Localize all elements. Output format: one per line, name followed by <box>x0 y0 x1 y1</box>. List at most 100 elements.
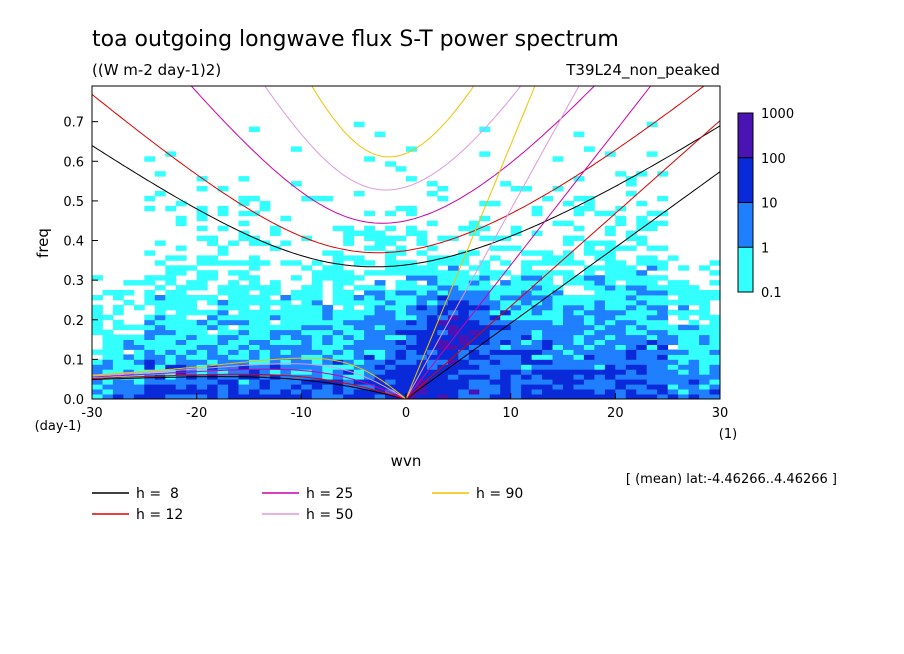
heatmap-cell <box>678 265 689 271</box>
heatmap-cell <box>594 339 606 345</box>
heatmap-cell <box>563 295 574 301</box>
heatmap-cell <box>374 364 386 370</box>
heatmap-cell <box>604 319 616 326</box>
heatmap-cell <box>249 354 260 360</box>
heatmap-cell <box>311 314 323 321</box>
heatmap-cell <box>395 349 407 355</box>
heatmap-cell <box>249 369 260 375</box>
heatmap-cell <box>552 394 564 399</box>
heatmap-cell <box>563 250 574 256</box>
heatmap-cell <box>228 314 239 321</box>
heatmap-cell <box>688 369 700 375</box>
heatmap-cell <box>678 354 689 360</box>
heatmap-cell <box>364 314 375 321</box>
heatmap-cell <box>343 255 355 261</box>
heatmap-cell <box>102 379 114 385</box>
heatmap-cell <box>657 275 669 281</box>
heatmap-cell <box>343 389 355 395</box>
heatmap-cell <box>479 349 491 355</box>
rossby-wave-curve-h25 <box>92 368 407 399</box>
heatmap-cell <box>395 374 407 380</box>
heatmap-cell <box>667 280 679 286</box>
heatmap-cell <box>385 295 396 301</box>
y-tick-label: 0.5 <box>63 195 84 210</box>
x-tick-label: -20 <box>186 406 207 421</box>
heatmap-cell <box>646 354 658 360</box>
heatmap-cell <box>531 295 543 301</box>
heatmap-cell <box>165 275 177 281</box>
heatmap-cell <box>364 354 375 360</box>
heatmap-cell <box>542 334 553 340</box>
heatmap-cell <box>510 349 522 355</box>
heatmap-cell <box>322 195 334 202</box>
heatmap-cell <box>395 265 407 271</box>
heatmap-cell <box>217 389 229 395</box>
heatmap-cell <box>615 314 627 321</box>
heatmap-cell <box>290 275 302 281</box>
heatmap-cell <box>699 374 710 380</box>
heatmap-cell <box>563 344 574 350</box>
heatmap-cell <box>196 280 208 286</box>
heatmap-cell <box>123 359 135 365</box>
heatmap-cell <box>625 339 637 345</box>
heatmap-cell <box>343 309 355 316</box>
heatmap-cell <box>678 349 689 355</box>
heatmap-cell <box>144 205 156 212</box>
heatmap-cell <box>165 349 177 355</box>
heatmap-cell <box>311 290 323 296</box>
heatmap-cell <box>563 200 574 207</box>
heatmap-cell <box>521 334 532 340</box>
heatmap-cell <box>437 384 449 390</box>
heatmap-cell <box>301 285 313 291</box>
heatmap-cell <box>322 384 334 390</box>
heatmap-cell <box>583 245 595 251</box>
heatmap-cell <box>625 290 637 296</box>
heatmap-cell <box>604 280 616 286</box>
heatmap-cell <box>186 295 198 301</box>
heatmap-cell <box>102 389 114 395</box>
heatmap-cell <box>311 280 323 286</box>
heatmap-cell <box>290 369 302 375</box>
heatmap-cell <box>217 359 229 365</box>
heatmap-cell <box>604 245 616 251</box>
heatmap-cell <box>646 299 658 306</box>
colorbar-label: 0.1 <box>761 286 782 301</box>
heatmap-cell <box>406 364 417 370</box>
heatmap-cell <box>406 176 417 182</box>
heatmap-cell <box>604 339 616 345</box>
heatmap-cell <box>688 364 700 370</box>
heatmap-cell <box>228 304 239 311</box>
heatmap-cell <box>510 359 522 365</box>
heatmap-cell <box>521 299 532 306</box>
heatmap-cell <box>301 314 313 321</box>
heatmap-cell <box>416 230 428 236</box>
heatmap-cell <box>165 265 177 271</box>
heatmap-cell <box>604 384 616 390</box>
heatmap-cell <box>699 354 710 360</box>
heatmap-cell <box>573 324 585 331</box>
heatmap-cell <box>196 319 208 326</box>
heatmap-cell <box>217 349 229 355</box>
heatmap-cell <box>280 389 292 395</box>
heatmap-cell <box>175 329 187 336</box>
heatmap-cell <box>343 240 355 246</box>
heatmap-cell <box>678 309 689 316</box>
heatmap-cell <box>280 240 292 246</box>
y-tick-label: 0.7 <box>63 116 84 131</box>
heatmap-cell <box>175 309 187 316</box>
heatmap-cell <box>531 250 543 256</box>
heatmap-cell <box>259 334 271 340</box>
heatmap-cell <box>688 344 700 350</box>
heatmap-cell <box>144 314 156 321</box>
heatmap-cell <box>280 215 292 222</box>
heatmap-cell <box>364 285 375 291</box>
heatmap-cell <box>678 314 689 321</box>
heatmap-cell <box>322 354 334 360</box>
heatmap-cell <box>196 324 208 331</box>
heatmap-cell <box>395 354 407 360</box>
heatmap-cell <box>604 389 616 395</box>
heatmap-cell <box>259 285 271 291</box>
heatmap-cell <box>301 329 313 336</box>
heatmap-cell <box>92 275 103 281</box>
heatmap-cell <box>332 260 344 266</box>
